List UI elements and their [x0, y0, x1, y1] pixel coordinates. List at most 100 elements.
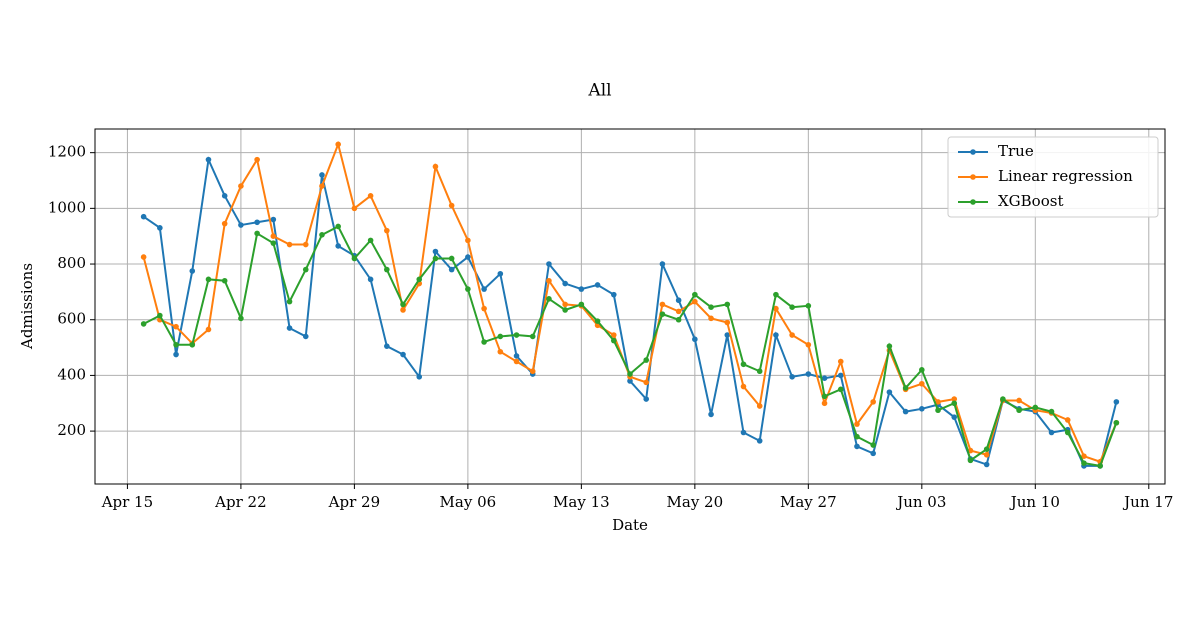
data-point — [513, 332, 520, 338]
data-point — [465, 286, 471, 292]
data-point — [983, 461, 990, 468]
data-point — [173, 341, 179, 348]
data-point — [384, 266, 390, 273]
data-point — [659, 301, 666, 308]
data-point — [448, 255, 455, 262]
data-point — [205, 326, 212, 333]
x-tick-label: May 20 — [667, 493, 724, 511]
data-point — [1064, 417, 1071, 423]
data-point — [286, 298, 293, 305]
data-point — [805, 303, 812, 309]
data-point — [1113, 399, 1120, 405]
y-tick-label: 200 — [57, 421, 86, 439]
data-point — [854, 433, 860, 440]
data-point — [254, 219, 260, 226]
data-point — [513, 353, 520, 359]
data-point — [756, 368, 763, 375]
data-point — [384, 227, 390, 234]
data-point — [951, 400, 958, 407]
data-point — [400, 301, 406, 308]
data-point — [173, 323, 179, 330]
data-point — [335, 223, 341, 230]
data-point — [919, 380, 925, 387]
data-point — [189, 268, 196, 274]
data-point — [951, 414, 958, 420]
data-point — [789, 332, 795, 338]
x-tick-label: May 13 — [553, 493, 610, 511]
data-point — [432, 248, 439, 255]
data-point — [935, 407, 941, 414]
data-point — [546, 261, 552, 267]
data-point — [594, 318, 601, 324]
data-point — [740, 361, 747, 368]
data-point — [675, 297, 682, 304]
legend-marker — [970, 149, 976, 155]
data-point — [432, 163, 439, 170]
x-tick-label: Jun 03 — [895, 493, 946, 511]
data-point — [1032, 404, 1039, 411]
data-point — [951, 396, 958, 402]
data-point — [546, 296, 552, 302]
data-point — [1048, 429, 1055, 436]
data-point — [692, 298, 698, 305]
data-point — [173, 351, 179, 358]
data-point — [400, 307, 406, 313]
data-point — [821, 375, 828, 381]
data-point — [351, 255, 358, 262]
data-point — [675, 316, 682, 323]
data-point — [157, 225, 163, 231]
data-point — [157, 312, 163, 319]
data-point — [610, 337, 617, 344]
data-point — [319, 183, 325, 189]
legend-label: True — [998, 142, 1034, 160]
data-point — [319, 232, 325, 238]
data-point — [1113, 419, 1120, 426]
data-point — [643, 396, 650, 402]
data-point — [465, 254, 471, 260]
x-axis-label: Date — [612, 516, 648, 534]
data-point — [724, 301, 731, 308]
data-point — [610, 332, 617, 338]
data-point — [708, 304, 714, 310]
data-point — [367, 193, 374, 199]
data-point — [692, 336, 698, 343]
data-point — [1048, 408, 1055, 415]
x-tick-label: Apr 29 — [328, 493, 380, 511]
data-point — [497, 333, 504, 340]
data-point — [837, 358, 844, 365]
data-point — [302, 266, 309, 273]
data-point — [432, 255, 439, 262]
data-point — [367, 237, 374, 244]
data-point — [902, 385, 909, 391]
data-point — [481, 339, 487, 345]
data-point — [335, 243, 341, 249]
data-point — [643, 357, 650, 363]
data-point — [286, 241, 293, 248]
data-point — [416, 374, 423, 380]
data-point — [270, 233, 277, 239]
data-point — [756, 438, 763, 444]
x-tick-label: Apr 22 — [214, 493, 266, 511]
data-point — [140, 213, 147, 220]
data-point — [238, 183, 244, 189]
data-point — [773, 291, 779, 298]
data-point — [529, 333, 536, 340]
data-point — [221, 193, 228, 199]
data-point — [708, 411, 714, 418]
data-point — [886, 389, 893, 395]
data-point — [919, 406, 925, 412]
data-point — [140, 254, 147, 260]
data-point — [692, 291, 698, 298]
data-point — [610, 291, 617, 298]
data-point — [902, 408, 909, 415]
data-point — [983, 451, 990, 458]
data-point — [854, 421, 860, 427]
data-point — [1081, 460, 1087, 466]
legend-label: XGBoost — [998, 192, 1063, 210]
y-tick-label: 800 — [57, 254, 86, 272]
data-point — [562, 307, 568, 313]
series-line — [143, 225, 1118, 468]
data-point — [140, 321, 147, 327]
data-point — [837, 372, 844, 379]
